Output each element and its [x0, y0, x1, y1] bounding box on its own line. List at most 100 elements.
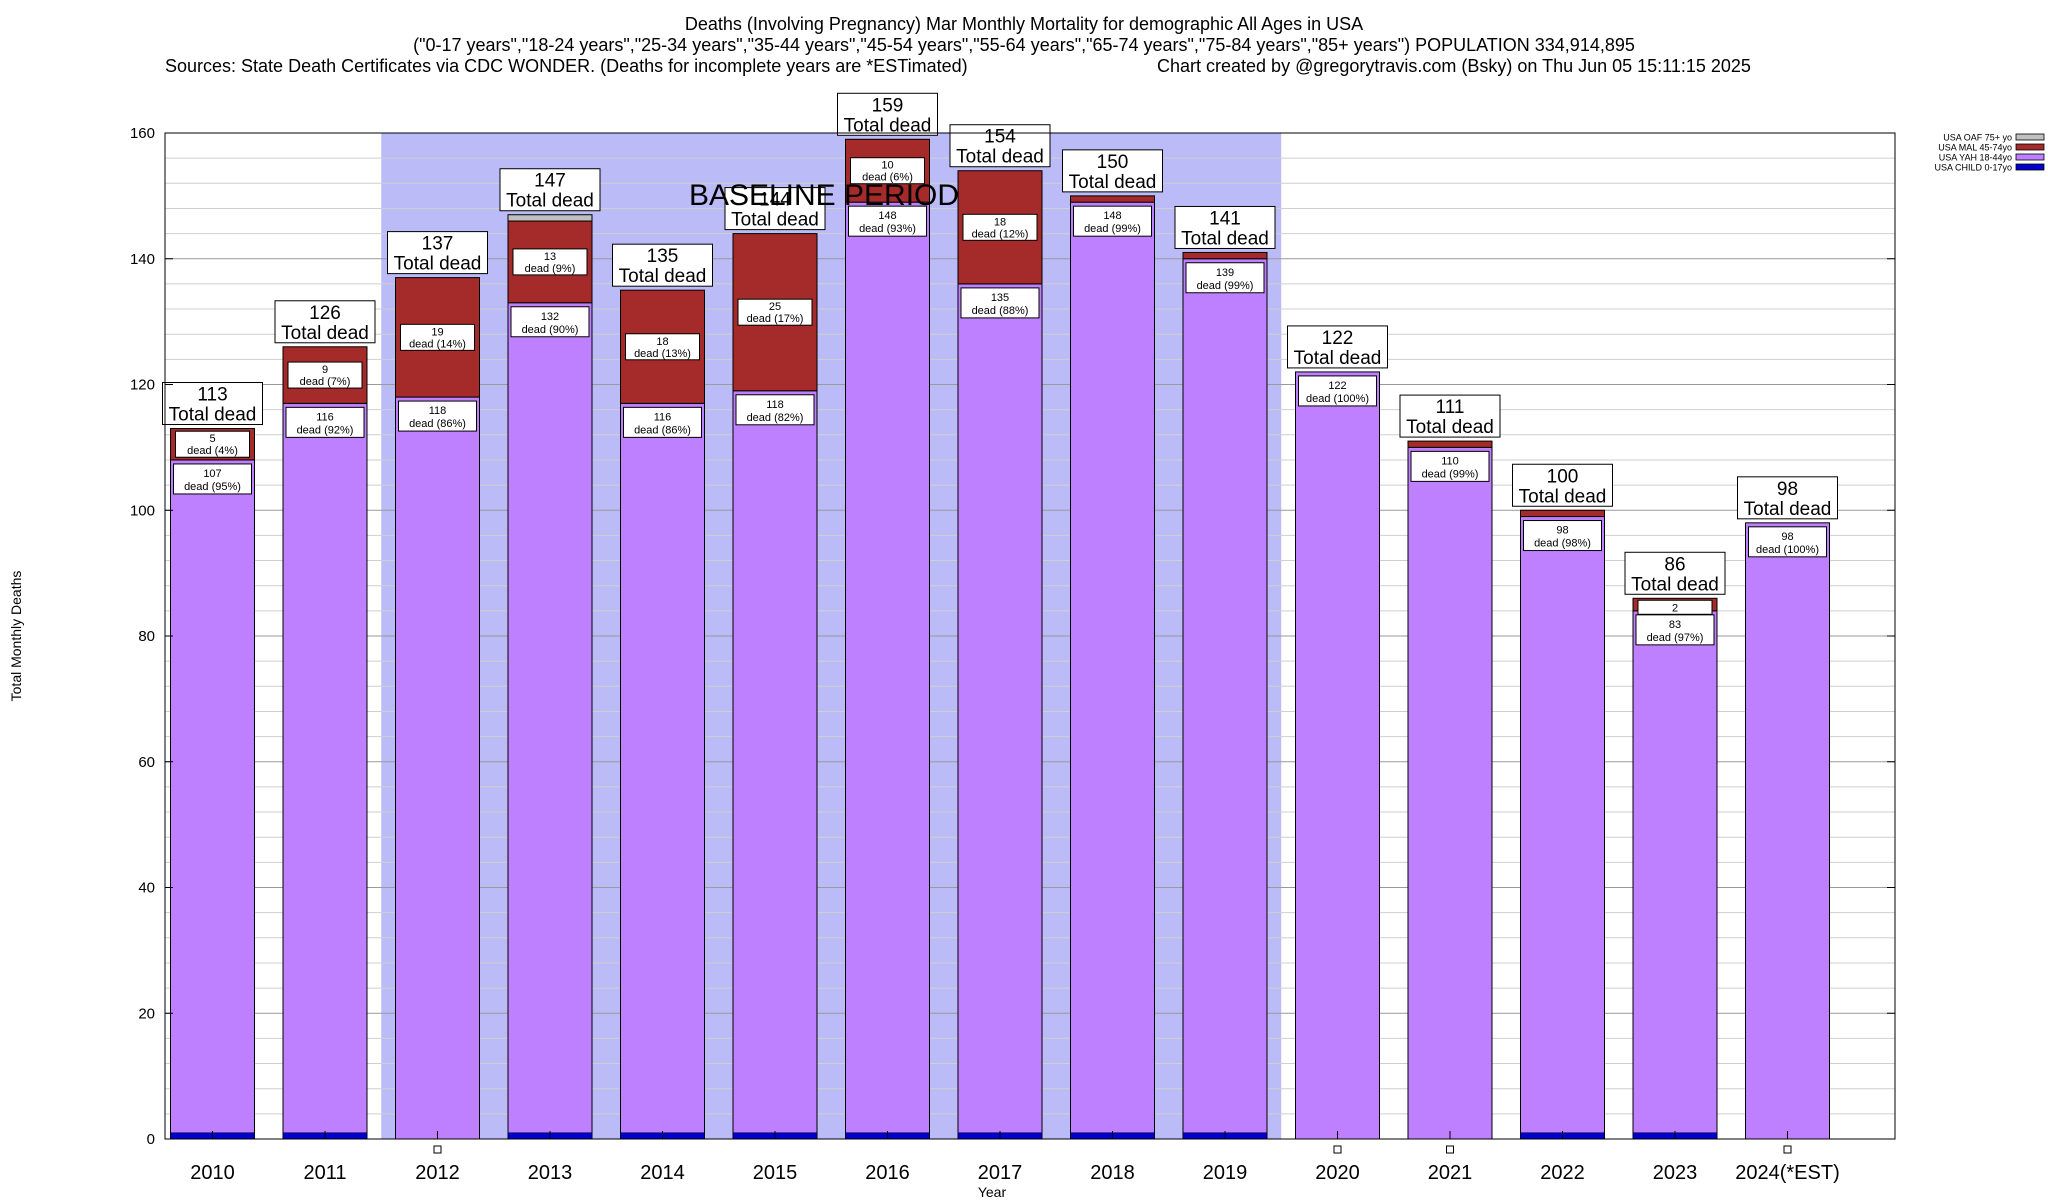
total-value: 100: [1547, 466, 1579, 487]
total-caption: Total dead: [1069, 172, 1157, 193]
x-tick-label: 2023: [1653, 1162, 1698, 1184]
zero-child-marker: [1783, 1145, 1792, 1154]
x-tick-label: 2013: [528, 1162, 573, 1184]
mal-label-value: 5: [209, 433, 215, 445]
mal-label-box: [512, 248, 588, 276]
x-tick-label: 2022: [1540, 1162, 1585, 1184]
yah-label-box: [735, 394, 815, 426]
total-caption: Total dead: [956, 147, 1044, 168]
mal-label-value: 18: [994, 216, 1006, 228]
bar-segment-yah: [1632, 610, 1718, 1140]
y-tick-label: 100: [130, 502, 155, 519]
yah-label-pct: dead (86%): [409, 418, 466, 430]
x-tick-label: 2016: [865, 1162, 910, 1184]
total-caption: Total dead: [844, 115, 932, 136]
yah-label-value: 122: [1328, 380, 1346, 392]
mal-label-value: 18: [656, 336, 668, 348]
total-caption: Total dead: [506, 191, 594, 212]
yah-label-pct: dead (98%): [1534, 538, 1591, 550]
y-axis-label: Total Monthly Deaths: [8, 571, 24, 702]
mal-label-box: [737, 298, 813, 326]
yah-label-box: [173, 463, 252, 495]
yah-label-pct: dead (100%): [1306, 393, 1369, 405]
zero-child-marker: [433, 1145, 442, 1154]
mal-label-box: [962, 213, 1038, 241]
mal-label-value: 2: [1672, 602, 1678, 614]
mal-label-pct: dead (13%): [634, 348, 691, 360]
yah-label-pct: dead (97%): [1647, 632, 1704, 644]
mal-label-pct: dead (9%): [525, 263, 576, 275]
yah-label-pct: dead (99%): [1084, 223, 1141, 235]
total-label-box: [387, 231, 488, 275]
yah-label-box: [1410, 450, 1490, 482]
total-value: 113: [197, 385, 227, 406]
zero-child-marker: [1446, 1145, 1454, 1154]
mal-label-pct: dead (17%): [747, 313, 804, 325]
total-value: 126: [309, 303, 341, 324]
mal-label-pct: dead (12%): [972, 228, 1029, 240]
mal-label-box: [287, 361, 363, 389]
bar-segment-yah: [1745, 522, 1830, 1140]
yah-label-value: 83: [1669, 619, 1681, 631]
bar-segment-yah: [957, 283, 1043, 1140]
total-value: 135: [647, 246, 679, 267]
bar-segment-yah: [170, 459, 255, 1140]
total-value: 86: [1664, 554, 1685, 575]
mal-label-value: 25: [769, 301, 781, 313]
x-tick-label: 2014: [640, 1162, 685, 1184]
total-label-box: [274, 300, 376, 344]
x-tick-label: 2015: [753, 1162, 798, 1184]
chart-subtitle-age-groups: ("0-17 years","18-24 years","25-34 years…: [413, 35, 1635, 55]
mal-label-box: [625, 333, 700, 361]
bar-segment-yah: [620, 402, 705, 1140]
yah-label-value: 118: [766, 399, 784, 411]
total-label-box: [1399, 394, 1501, 438]
total-label-box: [162, 382, 263, 426]
total-caption: Total dead: [1181, 228, 1269, 249]
total-value: 147: [534, 171, 566, 192]
x-tick-label: 2018: [1090, 1162, 1135, 1184]
total-label-box: [1287, 325, 1388, 369]
legend-swatch: [2015, 163, 2045, 171]
mal-label-pct: dead (7%): [300, 376, 351, 388]
total-caption: Total dead: [1519, 486, 1607, 507]
zero-child-marker: [1333, 1145, 1342, 1154]
yah-label-box: [623, 406, 702, 438]
yah-label-pct: dead (86%): [634, 424, 691, 436]
yah-label-pct: dead (88%): [972, 305, 1029, 317]
total-caption: Total dead: [1631, 574, 1719, 595]
yah-label-value: 135: [991, 292, 1009, 304]
yah-label-pct: dead (90%): [522, 324, 579, 336]
mal-label-value: 10: [881, 160, 893, 172]
legend-label: USA CHILD 0-17yo: [1934, 163, 2012, 173]
total-caption: Total dead: [619, 266, 707, 287]
chart-subtitle-sources: Sources: State Death Certificates via CD…: [165, 56, 968, 76]
mal-label-box: [400, 323, 475, 351]
yah-label-pct: dead (82%): [747, 412, 804, 424]
bar-segment-yah: [395, 396, 480, 1140]
x-tick-label: 2024(*EST): [1735, 1162, 1840, 1184]
yah-label-value: 98: [1781, 531, 1793, 543]
yah-label-box: [1523, 520, 1602, 552]
yah-label-box: [1748, 526, 1827, 558]
bar-segment-yah: [282, 402, 368, 1140]
total-caption: Total dead: [394, 254, 482, 275]
